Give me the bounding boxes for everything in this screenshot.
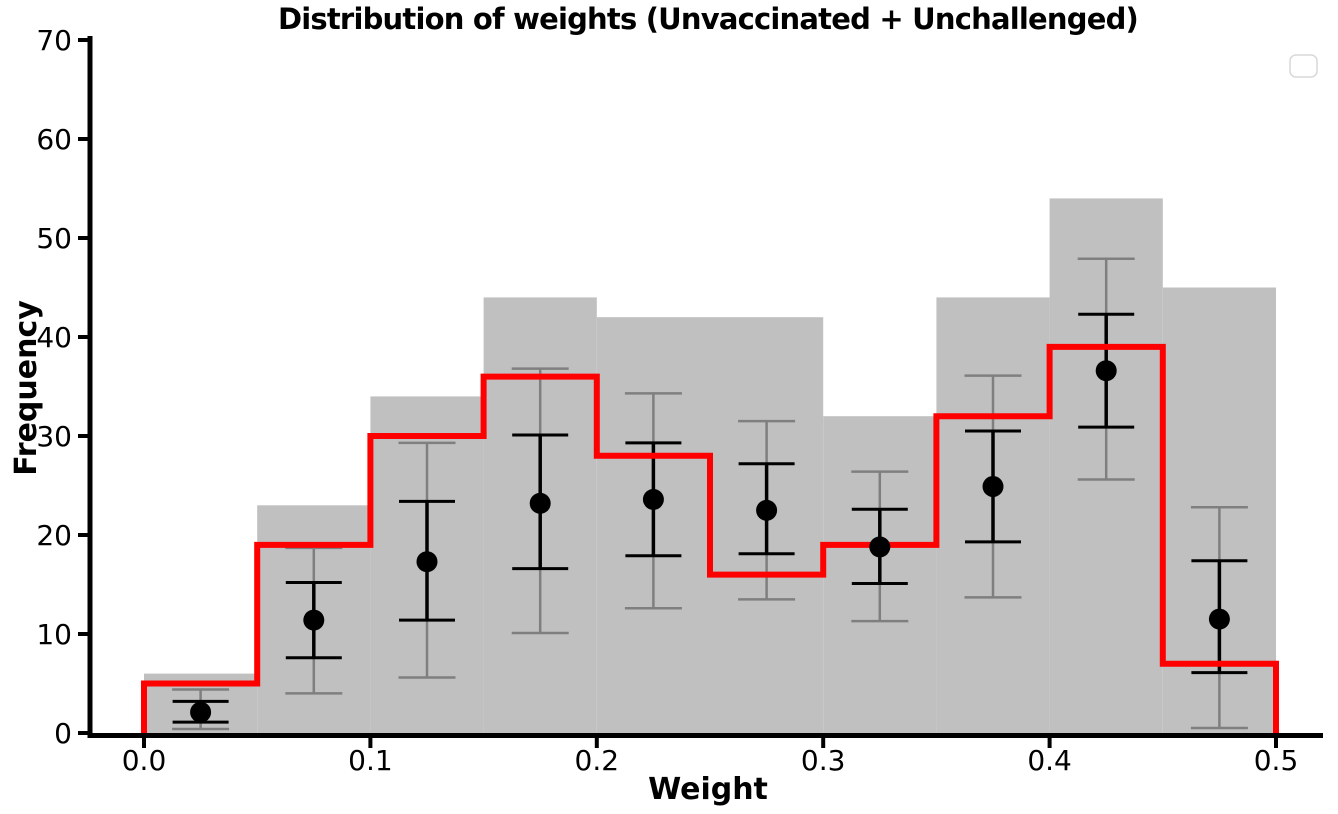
y-tick-label: 50 <box>36 222 72 255</box>
mean-dot <box>1095 360 1117 382</box>
chart-title: Distribution of weights (Unvaccinated + … <box>278 2 1138 36</box>
mean-dot <box>756 499 778 521</box>
step-line <box>141 343 1279 735</box>
mean-dot <box>1208 608 1230 630</box>
mean-dot <box>190 701 212 723</box>
y-tick-label: 10 <box>36 618 72 651</box>
y-axis-label: Frequency <box>9 300 44 476</box>
mean-dot <box>416 551 438 573</box>
mean-dot <box>642 488 664 510</box>
axes: 0.0 0.1 0.2 0.3 0.4 0.5 0 10 20 30 40 50 60 70 <box>36 24 1323 777</box>
y-tick-label: 40 <box>36 321 72 354</box>
y-tick-label: 20 <box>36 519 72 552</box>
y-tick-label: 0 <box>54 717 72 750</box>
y-tick-label: 60 <box>36 123 72 156</box>
x-tick-label: 0.3 <box>801 744 846 777</box>
x-tick-label: 0.1 <box>348 744 393 777</box>
x-tick-label: 0.0 <box>122 744 167 777</box>
legend-box <box>1289 54 1318 78</box>
mean-dot <box>303 609 325 631</box>
x-tick-label: 0.5 <box>1254 744 1299 777</box>
mean-dot <box>529 492 551 514</box>
y-tick-label: 30 <box>36 420 72 453</box>
x-axis-label: Weight <box>648 772 768 807</box>
mean-dot <box>982 476 1004 497</box>
x-tick-label: 0.4 <box>1027 744 1072 777</box>
mean-dot <box>869 536 891 558</box>
y-tick-label: 70 <box>36 24 72 57</box>
mean-dots <box>190 360 1230 723</box>
x-tick-label: 0.2 <box>575 744 620 777</box>
legend <box>1289 54 1318 78</box>
plot-area <box>141 198 1279 735</box>
